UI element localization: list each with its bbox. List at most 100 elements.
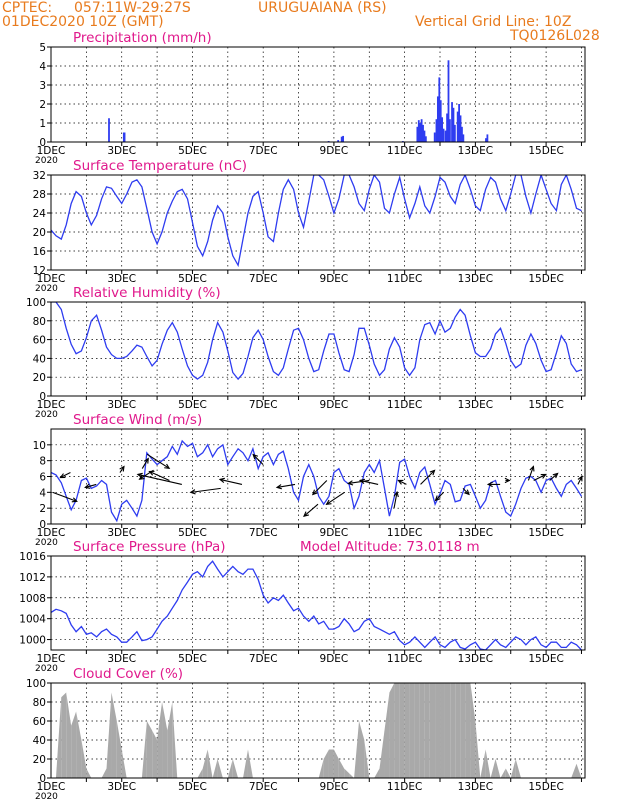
wind-vector-head: [136, 472, 143, 478]
wind-vector: [398, 479, 407, 485]
cloud-area-segment: [323, 749, 329, 778]
precip-bar: [456, 111, 459, 142]
cloud-area-segment: [328, 749, 334, 778]
cloud-area-segment: [55, 697, 62, 778]
wind-vector-head: [71, 497, 78, 503]
wind-vector: [577, 476, 583, 485]
wind-vector-head: [434, 495, 441, 502]
wind-vector: [359, 479, 379, 485]
cloud-area-segment: [379, 730, 385, 778]
cloud-area-segment: [435, 683, 441, 778]
x-tick-label: 9DEC: [320, 145, 349, 157]
wind-vector-head: [59, 473, 66, 479]
x-tick-label: 11DEC: [387, 399, 422, 411]
precip-bar: [485, 138, 487, 142]
x-tick-label: 7DEC: [249, 273, 278, 285]
x-tick-label: 15DEC: [528, 145, 563, 157]
wind-vector-head: [552, 472, 559, 479]
wind-vector: [85, 483, 97, 488]
cloud-area-segment: [500, 768, 506, 778]
wind-vector: [219, 478, 243, 485]
location-label: URUGUAIANA (RS): [258, 0, 387, 16]
cloud-area-segment: [455, 683, 461, 778]
precip-bar: [438, 77, 441, 142]
wind-vector: [348, 479, 370, 485]
precip-bar: [459, 115, 462, 142]
y-tick-label: 4: [39, 61, 46, 73]
wind-vector-head: [529, 465, 535, 472]
x-tick-label: 11DEC: [387, 145, 422, 157]
plot-frame: [50, 682, 586, 779]
wind-vector: [435, 491, 444, 501]
wind-vector: [527, 466, 534, 481]
wind-vector-head: [311, 489, 318, 496]
cloud-area-segment: [404, 683, 410, 778]
rh-series-line: [51, 302, 582, 381]
cloud-area-segment: [217, 759, 223, 778]
x-tick-label: 7DEC: [249, 781, 278, 793]
cloud-area-segment: [197, 768, 203, 778]
y-tick-label: 1016: [19, 551, 46, 563]
cloud-area-segment: [505, 768, 511, 778]
cloud-area-segment: [389, 683, 395, 778]
precip-bar: [340, 136, 343, 142]
cloud-area-segment: [450, 683, 456, 778]
grid-note-label: Vertical Grid Line: 10Z: [415, 14, 572, 30]
precip-bar: [486, 134, 489, 142]
precip-bar: [422, 124, 424, 142]
y-tick-label: 100: [26, 678, 46, 690]
cloud-area-segment: [111, 692, 117, 778]
x-tick-label: 7DEC: [249, 527, 278, 539]
x-tick-label: 5DEC: [178, 273, 207, 285]
wind-vector: [533, 473, 546, 481]
x-year-label: 2020: [35, 156, 58, 166]
x-tick-label: 9DEC: [320, 273, 349, 285]
cloud-area-segment: [485, 749, 491, 778]
wind-vector-head: [504, 477, 511, 484]
cloud-area-segment: [152, 730, 158, 778]
cloud-area-segment: [349, 773, 355, 778]
cloud-area-segment: [76, 711, 82, 778]
wind-vector: [190, 487, 221, 493]
wind-vector: [146, 453, 170, 469]
wind-vector: [303, 503, 319, 517]
y-tick-label: 1004: [19, 614, 46, 626]
chart-title: Relative Humidity (%): [73, 285, 221, 301]
x-tick-label: 1DEC: [37, 145, 66, 157]
y-tick-label: 5: [39, 42, 46, 54]
precip-bar: [446, 113, 448, 142]
cloud-area-segment: [157, 702, 163, 778]
x-tick-label: 3DEC: [107, 527, 136, 539]
y-tick-label: 1000: [19, 635, 46, 647]
cloud-area-segment: [429, 683, 436, 778]
x-tick-label: 13DEC: [458, 399, 493, 411]
x-tick-label: 13DEC: [458, 273, 493, 285]
plot-frame: [50, 174, 586, 271]
wind-vector-head: [189, 489, 196, 495]
wind-vector-head: [486, 481, 493, 488]
cloud-area-segment: [424, 683, 430, 778]
y-tick-label: 20: [33, 754, 46, 766]
wind-vector-head: [464, 489, 470, 496]
y-tick-label: 0: [39, 519, 46, 531]
y-tick-label: 100: [26, 297, 46, 309]
y-tick-label: 60: [33, 335, 46, 347]
wind-vector: [52, 491, 77, 502]
y-tick-label: 4: [39, 487, 46, 499]
cloud-area-segment: [475, 721, 481, 778]
precip-bar: [108, 118, 110, 142]
x-tick-label: 9DEC: [320, 781, 349, 793]
y-tick-label: 80: [33, 316, 46, 328]
y-tick-label: 2: [39, 503, 46, 515]
wind-vector-head: [397, 479, 404, 485]
wind-vector-head: [148, 470, 155, 476]
chart-annotation: Model Altitude: 73.0118 m: [300, 539, 480, 555]
y-tick-label: 1008: [19, 593, 46, 605]
plot-frame: [50, 301, 586, 397]
wind-vector-head: [347, 480, 354, 486]
chart-title: Cloud Cover (%): [73, 666, 183, 682]
cloud-area-segment: [66, 692, 72, 778]
x-tick-label: 1DEC: [37, 653, 66, 665]
pressure-panel: 1000 1004 1008 1012 1016 1DEC 3DEC 5DEC 7DEC 9DEC…: [19, 539, 586, 674]
x-year-label: 2020: [35, 538, 58, 548]
